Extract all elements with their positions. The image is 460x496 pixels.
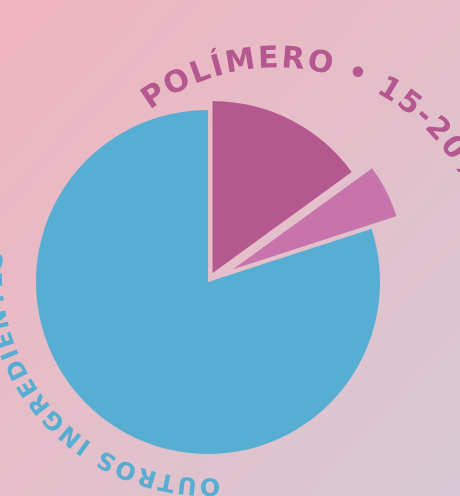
pie-slice-2 [232, 168, 397, 270]
pie-slice-1 [212, 101, 352, 274]
pie-slice-3 [36, 110, 381, 454]
pie-slices [36, 101, 397, 454]
